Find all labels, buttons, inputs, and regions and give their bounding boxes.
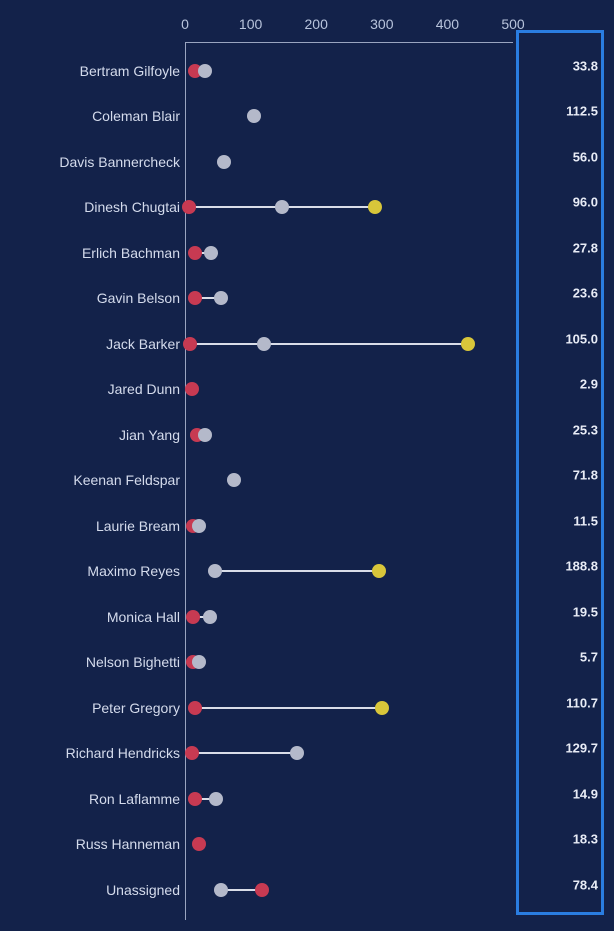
data-dot (192, 837, 206, 851)
data-dot (255, 883, 269, 897)
row-label: Erlich Bachman (82, 245, 180, 261)
row-label: Keenan Feldspar (73, 472, 180, 488)
row-label: Russ Hanneman (76, 836, 180, 852)
row-label: Laurie Bream (96, 518, 180, 534)
data-dot (368, 200, 382, 214)
row-label: Jared Dunn (108, 381, 180, 397)
data-dot (192, 519, 206, 533)
row-label: Gavin Belson (97, 290, 180, 306)
data-dot (188, 701, 202, 715)
row-value: 19.5 (573, 604, 598, 619)
data-dot (203, 610, 217, 624)
data-dot (188, 291, 202, 305)
row-value: 23.6 (573, 286, 598, 301)
data-dot (275, 200, 289, 214)
data-dot (375, 701, 389, 715)
connector-line (195, 707, 382, 709)
data-dot (188, 792, 202, 806)
row-value: 105.0 (565, 331, 598, 346)
row-value: 14.9 (573, 786, 598, 801)
row-label: Coleman Blair (92, 108, 180, 124)
x-axis-tick: 0 (181, 16, 189, 32)
data-dot (188, 246, 202, 260)
data-dot (290, 746, 304, 760)
row-value: 33.8 (573, 58, 598, 73)
row-label: Nelson Bighetti (86, 654, 180, 670)
row-value: 2.9 (580, 377, 598, 392)
data-dot (247, 109, 261, 123)
data-dot (208, 564, 222, 578)
row-value: 5.7 (580, 650, 598, 665)
row-value: 27.8 (573, 240, 598, 255)
data-dot (185, 746, 199, 760)
row-label: Jian Yang (119, 427, 180, 443)
row-label: Maximo Reyes (87, 563, 180, 579)
row-label: Monica Hall (107, 609, 180, 625)
data-dot (257, 337, 271, 351)
row-label: Jack Barker (106, 336, 180, 352)
data-dot (185, 382, 199, 396)
data-dot (461, 337, 475, 351)
data-dot (227, 473, 241, 487)
connector-line (192, 752, 297, 754)
data-dot (182, 200, 196, 214)
row-label: Dinesh Chugtai (84, 199, 180, 215)
row-value: 188.8 (565, 559, 598, 574)
y-axis-line (185, 42, 186, 920)
data-dot (214, 883, 228, 897)
data-dot (372, 564, 386, 578)
x-axis-tick: 100 (239, 16, 262, 32)
row-label: Unassigned (106, 882, 180, 898)
connector-line (215, 570, 379, 572)
dot-plot-chart: 0100200300400500Bertram Gilfoyle33.8Cole… (0, 0, 614, 931)
row-value: 18.3 (573, 832, 598, 847)
row-label: Bertram Gilfoyle (80, 63, 180, 79)
row-value: 78.4 (573, 877, 598, 892)
x-axis-tick: 300 (370, 16, 393, 32)
data-dot (198, 64, 212, 78)
x-axis-tick: 200 (305, 16, 328, 32)
row-label: Davis Bannercheck (59, 154, 180, 170)
row-value: 11.5 (573, 513, 598, 528)
data-dot (192, 655, 206, 669)
data-dot (214, 291, 228, 305)
row-value: 71.8 (573, 468, 598, 483)
data-dot (198, 428, 212, 442)
x-axis-line (185, 42, 513, 43)
data-dot (217, 155, 231, 169)
row-value: 96.0 (573, 195, 598, 210)
connector-line (190, 343, 468, 345)
row-value: 129.7 (565, 741, 598, 756)
data-dot (204, 246, 218, 260)
row-label: Peter Gregory (92, 700, 180, 716)
data-dot (186, 610, 200, 624)
data-dot (209, 792, 223, 806)
data-dot (183, 337, 197, 351)
row-value: 56.0 (573, 149, 598, 164)
row-label: Richard Hendricks (66, 745, 180, 761)
row-label: Ron Laflamme (89, 791, 180, 807)
row-value: 110.7 (566, 695, 598, 710)
x-axis-tick: 400 (436, 16, 459, 32)
row-value: 25.3 (573, 422, 598, 437)
row-value: 112.5 (566, 104, 598, 119)
